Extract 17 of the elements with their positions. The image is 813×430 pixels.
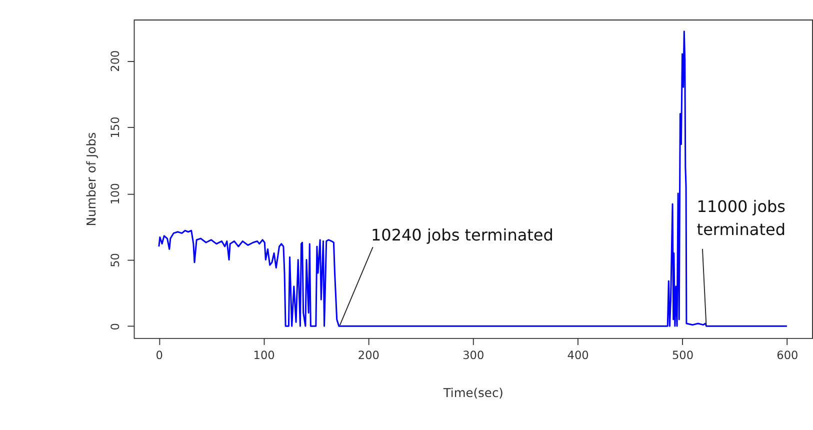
x-tick-label: 0 (156, 349, 163, 362)
y-tick-label: 50 (109, 253, 122, 268)
x-tick-label: 500 (672, 349, 694, 362)
y-tick-label: 100 (109, 183, 122, 205)
x-axis-title: Time(sec) (442, 386, 504, 400)
y-tick-label: 0 (109, 323, 122, 330)
x-tick-label: 300 (462, 349, 484, 362)
y-tick-label: 150 (109, 116, 122, 138)
x-tick-label: 200 (358, 349, 380, 362)
line-series (158, 30, 788, 327)
y-axis-title: Number of Jobs (84, 132, 99, 226)
annotation: 11000 jobs terminated (696, 197, 786, 239)
x-tick-label: 600 (776, 349, 798, 362)
x-tick-label: 100 (253, 349, 275, 362)
annotation: 10240 jobs terminated (370, 225, 554, 244)
x-tick-label: 400 (567, 349, 589, 362)
y-tick-label: 200 (109, 50, 122, 72)
